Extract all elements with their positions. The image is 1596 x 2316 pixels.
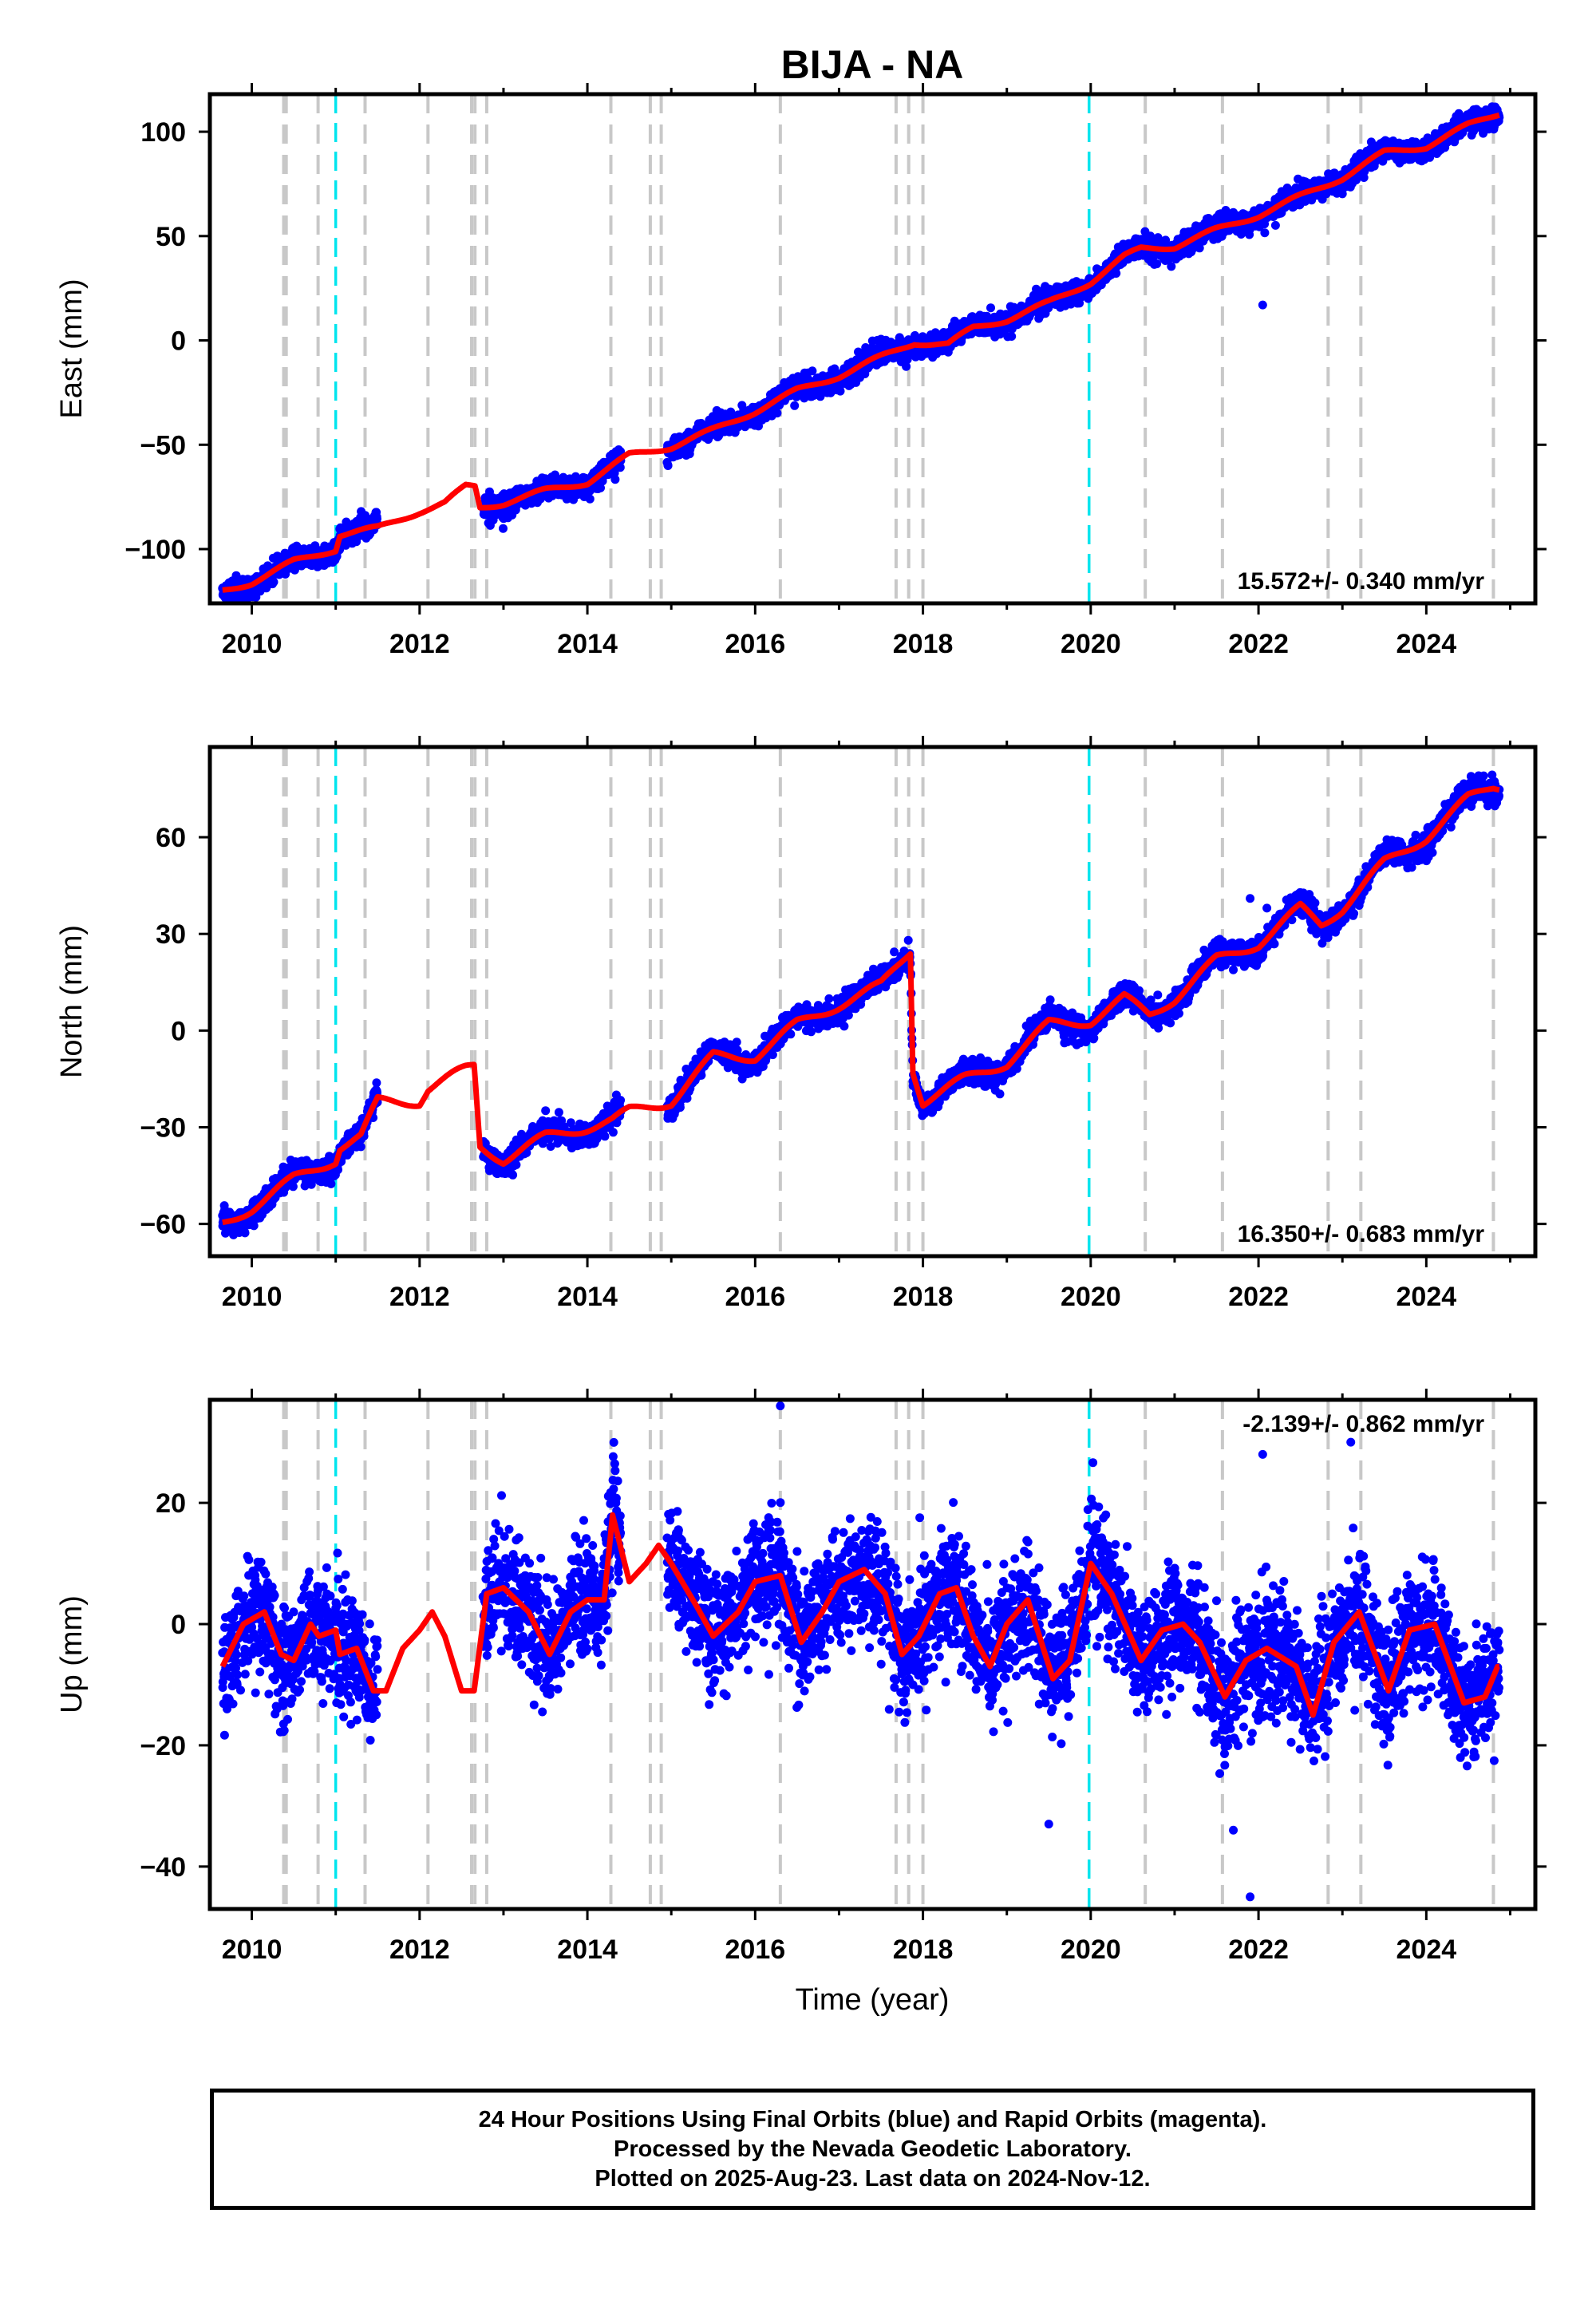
data-point: [1007, 332, 1017, 341]
x-tick-label: 2012: [389, 629, 450, 659]
data-point: [1270, 220, 1280, 230]
x-tick-label: 2018: [893, 629, 954, 659]
data-point: [1112, 269, 1121, 278]
data-point: [986, 303, 995, 313]
data-point: [1167, 262, 1176, 271]
data-point: [1152, 259, 1162, 269]
data-point: [663, 461, 673, 470]
y-tick-label: 0: [171, 326, 186, 357]
data-point: [808, 366, 817, 376]
data-point: [356, 1142, 365, 1152]
data-point: [596, 483, 605, 492]
data-point: [499, 524, 508, 533]
x-tick-label: 2014: [557, 629, 618, 659]
data-point: [240, 1228, 250, 1238]
y-axis-label: East (mm): [55, 279, 89, 418]
data-point: [1260, 228, 1270, 238]
data-layer: [218, 102, 1504, 603]
y-tick-label: −100: [124, 535, 186, 565]
data-point: [269, 577, 279, 587]
north-panel: 2010 2012 2014 2016 2018 2020 2022 2024−60−3003…: [55, 736, 1547, 1312]
data-point: [615, 463, 625, 472]
chart-title: BIJA - NA: [781, 42, 964, 87]
x-tick-label: 2022: [1228, 629, 1289, 659]
x-tick-label: 2010: [222, 629, 282, 659]
y-tick-label: −50: [140, 430, 186, 460]
data-point: [772, 409, 782, 418]
velocity-label: 15.572+/- 0.340 mm/yr: [1238, 568, 1485, 595]
east-panel: 2010 2012 2014 2016 2018 2020 2022 2024 −100 −50 0…: [55, 83, 1547, 659]
data-point: [585, 494, 595, 504]
data-point: [288, 1182, 298, 1192]
x-tick-label: 2016: [725, 629, 786, 659]
y-tick-label: 100: [140, 117, 186, 148]
y-tick-label: 50: [156, 222, 186, 252]
plot-background: [210, 747, 1535, 1256]
x-tick-label: 2024: [1396, 629, 1457, 659]
data-point: [610, 475, 620, 484]
data-point: [790, 401, 800, 410]
x-tick-label: 2020: [1061, 629, 1121, 659]
data-point: [1258, 300, 1267, 310]
data-point: [836, 386, 845, 396]
